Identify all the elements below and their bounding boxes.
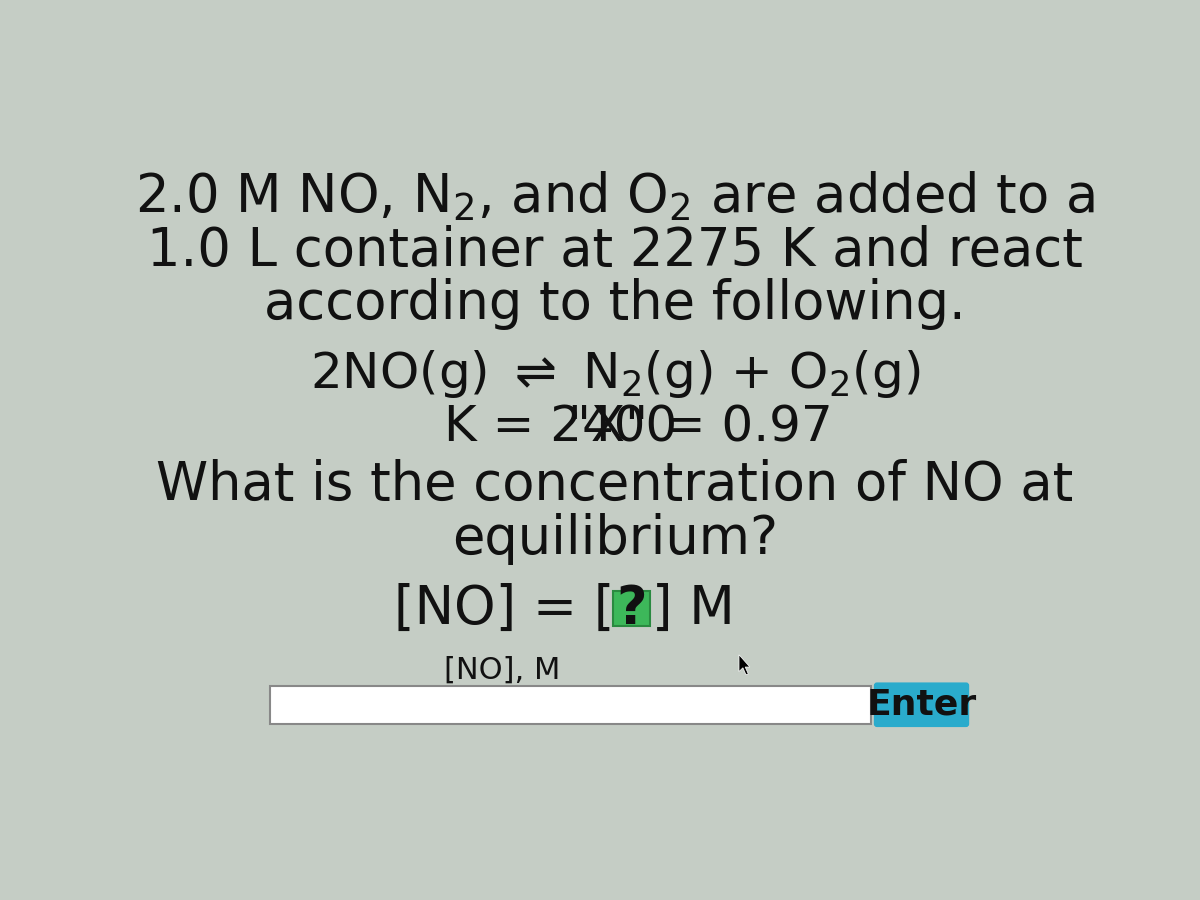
- FancyBboxPatch shape: [874, 682, 970, 727]
- Text: "X" = 0.97: "X" = 0.97: [568, 403, 833, 452]
- Text: according to the following.: according to the following.: [264, 278, 966, 330]
- FancyBboxPatch shape: [270, 686, 871, 724]
- Text: 2.0 M NO, N$_2$, and O$_2$ are added to a: 2.0 M NO, N$_2$, and O$_2$ are added to …: [134, 170, 1096, 223]
- Text: What is the concentration of NO at: What is the concentration of NO at: [156, 459, 1074, 511]
- Text: 2NO(g) $\rightleftharpoons$ N$_2$(g) + O$_2$(g): 2NO(g) $\rightleftharpoons$ N$_2$(g) + O…: [310, 347, 920, 400]
- Text: 1.0 L container at 2275 K and react: 1.0 L container at 2275 K and react: [148, 224, 1082, 276]
- Text: equilibrium?: equilibrium?: [452, 513, 778, 565]
- Text: Enter: Enter: [866, 688, 977, 722]
- Text: K = 2400: K = 2400: [444, 403, 677, 452]
- Text: [NO], M: [NO], M: [444, 655, 560, 685]
- Text: ?: ?: [616, 582, 647, 634]
- FancyBboxPatch shape: [613, 590, 650, 626]
- Polygon shape: [739, 654, 750, 675]
- Text: [NO] = [: [NO] = [: [395, 582, 616, 634]
- Text: ] M: ] M: [653, 582, 734, 634]
